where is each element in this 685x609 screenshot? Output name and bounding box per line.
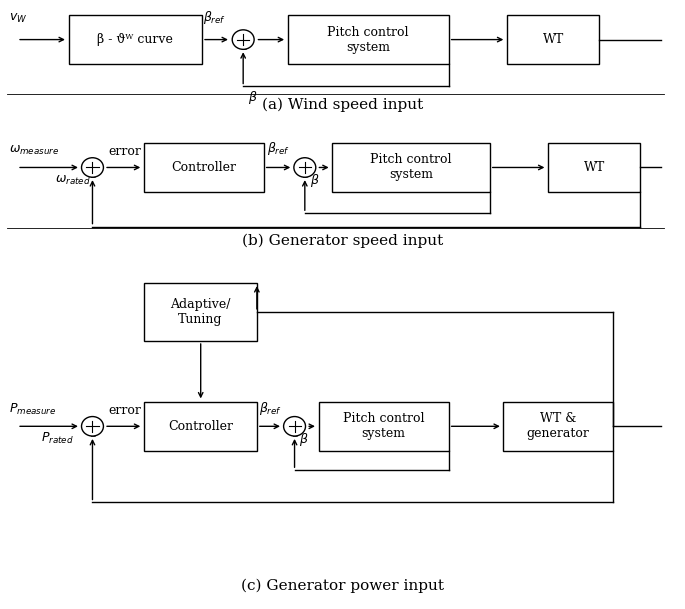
Circle shape [284,417,306,436]
Text: WT &
generator: WT & generator [527,412,590,440]
Bar [68,15,202,64]
Text: β - ϑᵂ curve: β - ϑᵂ curve [97,33,173,46]
Circle shape [82,158,103,177]
Text: $P_{rated}$: $P_{rated}$ [41,431,74,446]
Text: $\beta$: $\beta$ [299,431,309,448]
Text: $\omega_{measure}$: $\omega_{measure}$ [9,144,60,157]
Text: Controller: Controller [171,161,236,174]
Text: −: − [291,432,298,441]
Text: (c) Generator power input: (c) Generator power input [241,579,444,593]
Text: $\beta_{ref}$: $\beta_{ref}$ [267,140,290,157]
Bar [288,15,449,64]
Text: −: − [89,432,96,441]
Text: Pitch control
system: Pitch control system [371,153,451,181]
Text: $\beta_{ref}$: $\beta_{ref}$ [259,400,282,417]
Text: $\beta$: $\beta$ [310,172,319,189]
Text: error: error [108,404,141,417]
Bar [144,143,264,192]
Text: Adaptive/
Tuning: Adaptive/ Tuning [170,298,231,326]
Text: $P_{measure}$: $P_{measure}$ [9,401,56,417]
Bar [507,15,599,64]
Text: WT: WT [584,161,605,174]
Text: $\beta_{ref}$: $\beta_{ref}$ [203,9,226,26]
Text: Pitch control
system: Pitch control system [343,412,424,440]
Text: (b) Generator speed input: (b) Generator speed input [242,233,443,248]
Text: $\beta$: $\beta$ [248,89,258,106]
Bar [144,283,257,341]
Bar [503,402,613,451]
Circle shape [294,158,316,177]
Text: Controller: Controller [168,420,233,433]
Bar [548,143,640,192]
Text: error: error [108,146,141,158]
Text: −: − [301,173,308,182]
Text: WT: WT [543,33,564,46]
Text: Pitch control
system: Pitch control system [327,26,409,54]
Bar [332,143,490,192]
Text: $v_W$: $v_W$ [9,12,27,25]
Bar [319,402,449,451]
Circle shape [232,30,254,49]
Text: −: − [240,45,247,54]
Text: (a) Wind speed input: (a) Wind speed input [262,97,423,112]
Text: $\omega_{rated}$: $\omega_{rated}$ [55,174,90,187]
Circle shape [82,417,103,436]
Text: −: − [89,173,96,182]
Bar [144,402,257,451]
